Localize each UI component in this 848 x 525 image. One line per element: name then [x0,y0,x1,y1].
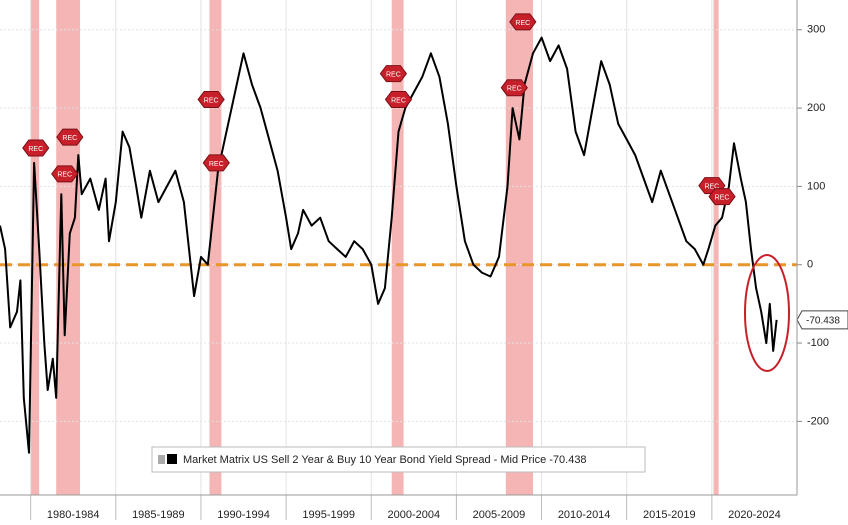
rec-marker [384,90,413,108]
x-tick-label: 1980-1984 [47,509,100,521]
x-tick-label: 2005-2009 [473,509,526,521]
rec-marker-label: REC [204,97,219,104]
data-line [0,36,778,454]
recession-band [391,0,404,495]
x-tick-label: 1995-1999 [302,509,355,521]
highlight-ellipse [744,254,790,372]
rec-marker [379,65,408,83]
rec-marker-label: REC [391,97,406,104]
rec-marker-label: REC [715,194,730,201]
legend-text: Market Matrix US Sell 2 Year & Buy 10 Ye… [183,454,587,466]
x-tick-label: 2010-2014 [558,509,611,521]
recession-band [505,0,534,495]
x-tick-label: 1990-1994 [217,509,270,521]
y-tick-label: 300 [807,24,825,36]
recession-band [713,0,719,495]
y-tick-label: 0 [807,259,813,271]
rec-marker-label: REC [507,86,522,93]
rec-marker-label: REC [704,183,719,190]
x-tick-label: 1985-1989 [132,509,185,521]
y-tick-label: -100 [807,337,829,349]
y-tick-label: 200 [807,102,825,114]
rec-marker [202,154,230,172]
x-tick-label: 2000-2004 [388,509,441,521]
rec-marker [708,188,736,206]
rec-marker-label: REC [515,20,530,27]
rec-marker [51,165,79,183]
legend-icon [158,455,165,464]
rec-marker-label: REC [209,161,224,168]
rec-marker [56,128,84,146]
x-tick-label: 2020-2024 [728,509,781,521]
rec-marker-label: REC [386,71,401,78]
recession-band [209,0,222,495]
y-tick-label: -200 [807,415,829,427]
legend-box [151,446,646,473]
rec-marker-label: REC [28,146,43,153]
y-tick-label: 100 [807,180,825,192]
rec-marker [22,139,50,157]
recession-band [30,0,40,495]
rec-marker-label: REC [62,135,77,142]
last-value-label: -70.438 [806,316,840,327]
rec-marker [197,90,225,108]
rec-marker-label: REC [57,172,72,179]
rec-marker [500,79,528,97]
legend-icon [167,454,177,464]
last-value-box [796,310,848,330]
x-tick-label: 2015-2019 [643,509,696,521]
rec-marker [509,13,537,31]
